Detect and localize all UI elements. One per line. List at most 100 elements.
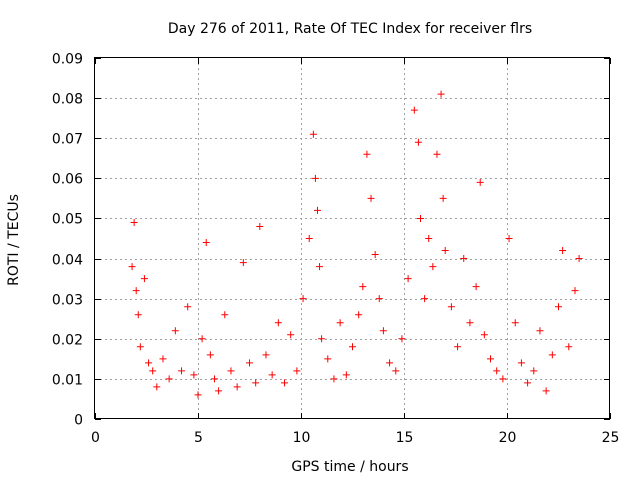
data-point	[313, 206, 321, 214]
data-point	[363, 150, 371, 158]
x-axis-tick-labels: 0 5 10 15 20 25	[91, 430, 619, 446]
x-tick-label: 15	[396, 430, 414, 446]
data-point	[274, 319, 282, 327]
data-point	[210, 375, 218, 383]
data-point	[221, 311, 229, 319]
data-point	[293, 367, 301, 375]
data-point	[194, 391, 202, 399]
data-point	[487, 355, 495, 363]
data-point	[149, 367, 157, 375]
data-point	[476, 178, 484, 186]
data-point	[429, 263, 437, 271]
data-point	[136, 343, 144, 351]
data-point	[305, 235, 313, 242]
y-axis-tick-labels: 0 0.01 0.02 0.03 0.04 0.05 0.06 0.07 0.08 0.09	[52, 52, 83, 429]
data-point	[421, 295, 429, 303]
data-point	[536, 327, 544, 335]
data-point	[246, 359, 253, 367]
y-tick-label: 0.07	[52, 132, 83, 148]
data-point	[398, 335, 406, 343]
data-point	[559, 247, 567, 255]
data-point	[386, 359, 394, 367]
data-point	[437, 90, 445, 98]
data-point	[565, 343, 573, 351]
y-tick-label: 0	[74, 413, 83, 429]
data-point	[324, 355, 332, 363]
x-tick-label: 20	[499, 430, 517, 446]
data-point	[355, 311, 363, 319]
data-point	[425, 235, 433, 242]
data-point	[132, 287, 140, 295]
data-point	[460, 255, 468, 263]
y-tick-label: 0.04	[52, 253, 83, 269]
data-point	[349, 343, 356, 351]
data-point	[414, 138, 422, 146]
data-point	[256, 222, 264, 230]
data-point	[336, 319, 344, 327]
data-point	[416, 214, 424, 222]
data-point	[454, 343, 462, 351]
y-tick-label: 0.05	[52, 212, 83, 228]
data-point	[233, 383, 241, 391]
data-point	[309, 130, 317, 138]
x-tick-label: 5	[194, 430, 203, 446]
data-point	[511, 319, 519, 327]
data-point	[171, 327, 179, 335]
y-tick-label: 0.02	[52, 333, 83, 349]
data-point	[441, 247, 449, 255]
data-point	[311, 174, 319, 182]
data-point	[153, 383, 161, 391]
data-point	[202, 239, 210, 247]
data-point	[379, 327, 387, 335]
data-point	[571, 287, 579, 295]
data-point	[190, 371, 198, 379]
data-point	[128, 263, 136, 271]
data-point	[262, 351, 270, 359]
data-point	[281, 379, 289, 387]
data-point	[433, 150, 441, 158]
x-axis-label: GPS time / hours	[291, 459, 408, 475]
data-point	[299, 295, 307, 303]
data-point	[524, 379, 532, 387]
data-point	[505, 235, 513, 242]
data-point	[145, 359, 153, 367]
data-point	[555, 303, 562, 311]
data-point	[178, 367, 186, 375]
data-point	[330, 375, 338, 383]
data-point	[359, 283, 367, 291]
x-tick-label: 10	[293, 430, 311, 446]
data-point	[575, 255, 583, 263]
data-point	[318, 335, 326, 343]
data-point	[466, 319, 474, 327]
data-point	[530, 367, 538, 375]
x-tick-label: 25	[602, 430, 620, 446]
data-point	[542, 387, 550, 395]
data-point	[134, 311, 142, 319]
data-point	[227, 367, 235, 375]
data-point	[140, 275, 148, 283]
data-point	[410, 106, 418, 114]
data-point	[215, 387, 223, 395]
y-tick-label: 0.03	[52, 293, 83, 309]
data-point	[268, 371, 276, 379]
y-tick-label: 0.08	[52, 92, 83, 108]
plot-frame	[94, 57, 610, 419]
x-tick-label: 0	[91, 430, 100, 446]
grid-layer	[95, 58, 610, 419]
data-point	[404, 275, 412, 283]
data-point	[165, 375, 173, 383]
data-point	[517, 359, 525, 367]
data-point	[493, 367, 501, 375]
data-point	[316, 263, 324, 271]
data-point	[371, 251, 379, 259]
y-tick-label: 0.01	[52, 373, 83, 389]
y-axis-label: ROTI / TECUs	[6, 194, 22, 286]
data-point	[367, 194, 375, 202]
data-point	[206, 351, 214, 359]
data-point	[287, 331, 295, 339]
data-point	[480, 331, 488, 339]
data-point	[239, 259, 247, 267]
data-point	[184, 303, 192, 311]
data-point	[439, 194, 447, 202]
